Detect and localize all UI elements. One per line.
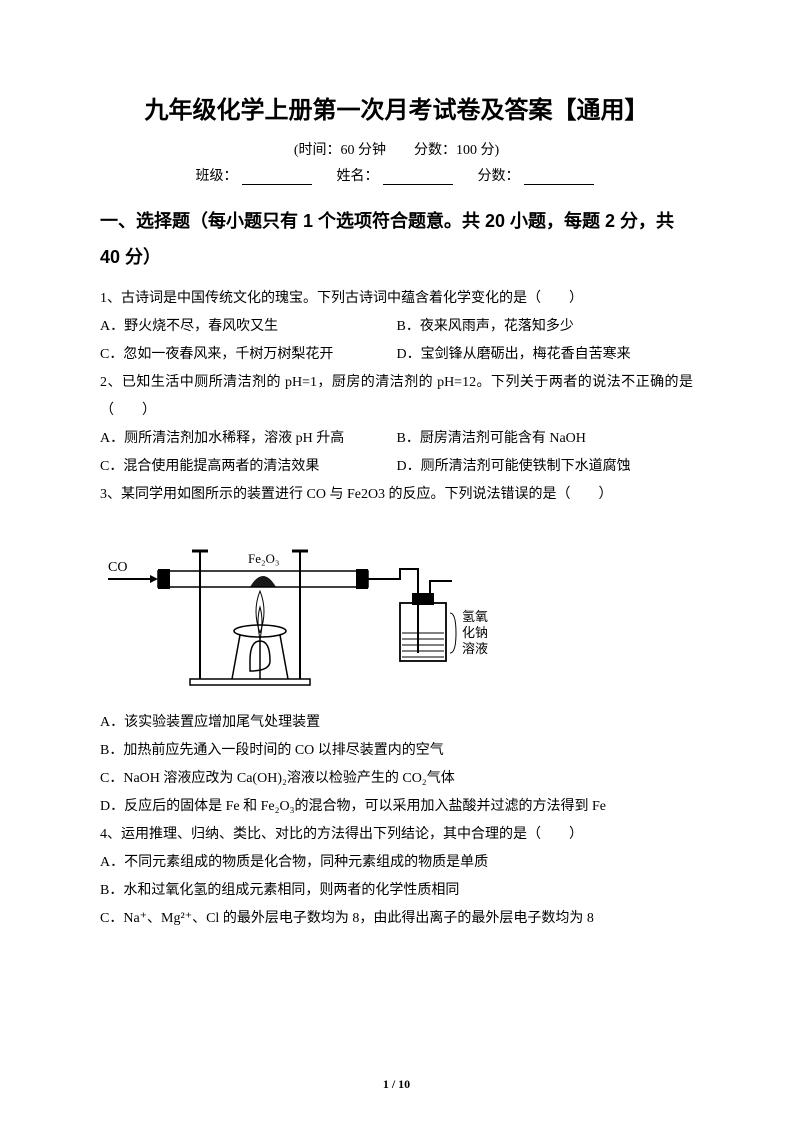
q4-b: B．水和过氧化氢的组成元素相同，则两者的化学性质相同 [100,877,693,905]
naoh-label-2: 化钠 [462,625,488,640]
section1-heading: 一、选择题（每小题只有 1 个选项符合题意。共 20 小题，每题 2 分，共 4… [100,203,693,275]
q4-c: C．Na⁺、Mg²⁺、Cl 的最外层电子数均为 8，由此得出离子的最外层电子数均… [100,905,693,933]
q3-b: B．加热前应先通入一段时间的 CO 以排尽装置内的空气 [100,737,693,765]
q1-a: A．野火烧不尽，春风吹又生 [100,313,397,341]
q2-c: C．混合使用能提高两者的清洁效果 [100,453,397,481]
naoh-label-1: 氢氧 [462,609,488,624]
q1-b: B．夜来风雨声，花落知多少 [397,313,694,341]
class-label: 班级： [196,169,238,184]
student-fields: 班级： 姓名： 分数： [100,165,693,185]
class-blank[interactable] [242,170,312,185]
q1-options: A．野火烧不尽，春风吹又生 B．夜来风雨声，花落知多少 C．忽如一夜春风来，千树… [100,313,693,369]
score-blank[interactable] [524,170,594,185]
q3-diagram: CO Fe₂O₃ [100,521,693,701]
q3-d: D．反应后的固体是 Fe 和 Fe₂O₃的混合物，可以采用加入盐酸并过滤的方法得… [100,793,693,821]
q3-c: C．NaOH 溶液应改为 Ca(OH)₂溶液以检验产生的 CO₂气体 [100,765,693,793]
page-title: 九年级化学上册第一次月考试卷及答案【通用】 [100,90,693,125]
q4-stem: 4、运用推理、归纳、类比、对比的方法得出下列结论，其中合理的是（ ） [100,821,693,849]
apparatus-svg: CO Fe₂O₃ [100,521,520,696]
co-label: CO [108,560,127,575]
q2-stem: 2、已知生活中厕所清洁剂的 pH=1，厨房的清洁剂的 pH=12。下列关于两者的… [100,369,693,425]
q2-a: A．厕所清洁剂加水稀释，溶液 pH 升高 [100,425,397,453]
q2-d: D．厕所清洁剂可能使铁制下水道腐蚀 [397,453,694,481]
q3-options: A．该实验装置应增加尾气处理装置 B．加热前应先通入一段时间的 CO 以排尽装置… [100,709,693,821]
exam-page: 九年级化学上册第一次月考试卷及答案【通用】 (时间：60 分钟 分数：100 分… [0,0,793,1122]
q2-b: B．厨房清洁剂可能含有 NaOH [397,425,694,453]
name-label: 姓名： [337,169,379,184]
q3-a: A．该实验装置应增加尾气处理装置 [100,709,693,737]
page-number: 1 / 10 [0,1077,793,1092]
q1-c: C．忽如一夜春风来，千树万树梨花开 [100,341,397,369]
q3-stem: 3、某同学用如图所示的装置进行 CO 与 Fe2O3 的反应。下列说法错误的是（… [100,481,693,509]
name-blank[interactable] [383,170,453,185]
fe2o3-label: Fe₂O₃ [248,551,279,566]
score-label: 分数： [478,169,520,184]
q4-a: A．不同元素组成的物质是化合物，同种元素组成的物质是单质 [100,849,693,877]
exam-meta: (时间：60 分钟 分数：100 分) [100,139,693,159]
naoh-label-3: 溶液 [462,641,488,656]
q4-options: A．不同元素组成的物质是化合物，同种元素组成的物质是单质 B．水和过氧化氢的组成… [100,849,693,933]
q1-stem: 1、古诗词是中国传统文化的瑰宝。下列古诗词中蕴含着化学变化的是（ ） [100,285,693,313]
q2-options: A．厕所清洁剂加水稀释，溶液 pH 升高 B．厨房清洁剂可能含有 NaOH C．… [100,425,693,481]
q1-d: D．宝剑锋从磨砺出，梅花香自苦寒来 [397,341,694,369]
